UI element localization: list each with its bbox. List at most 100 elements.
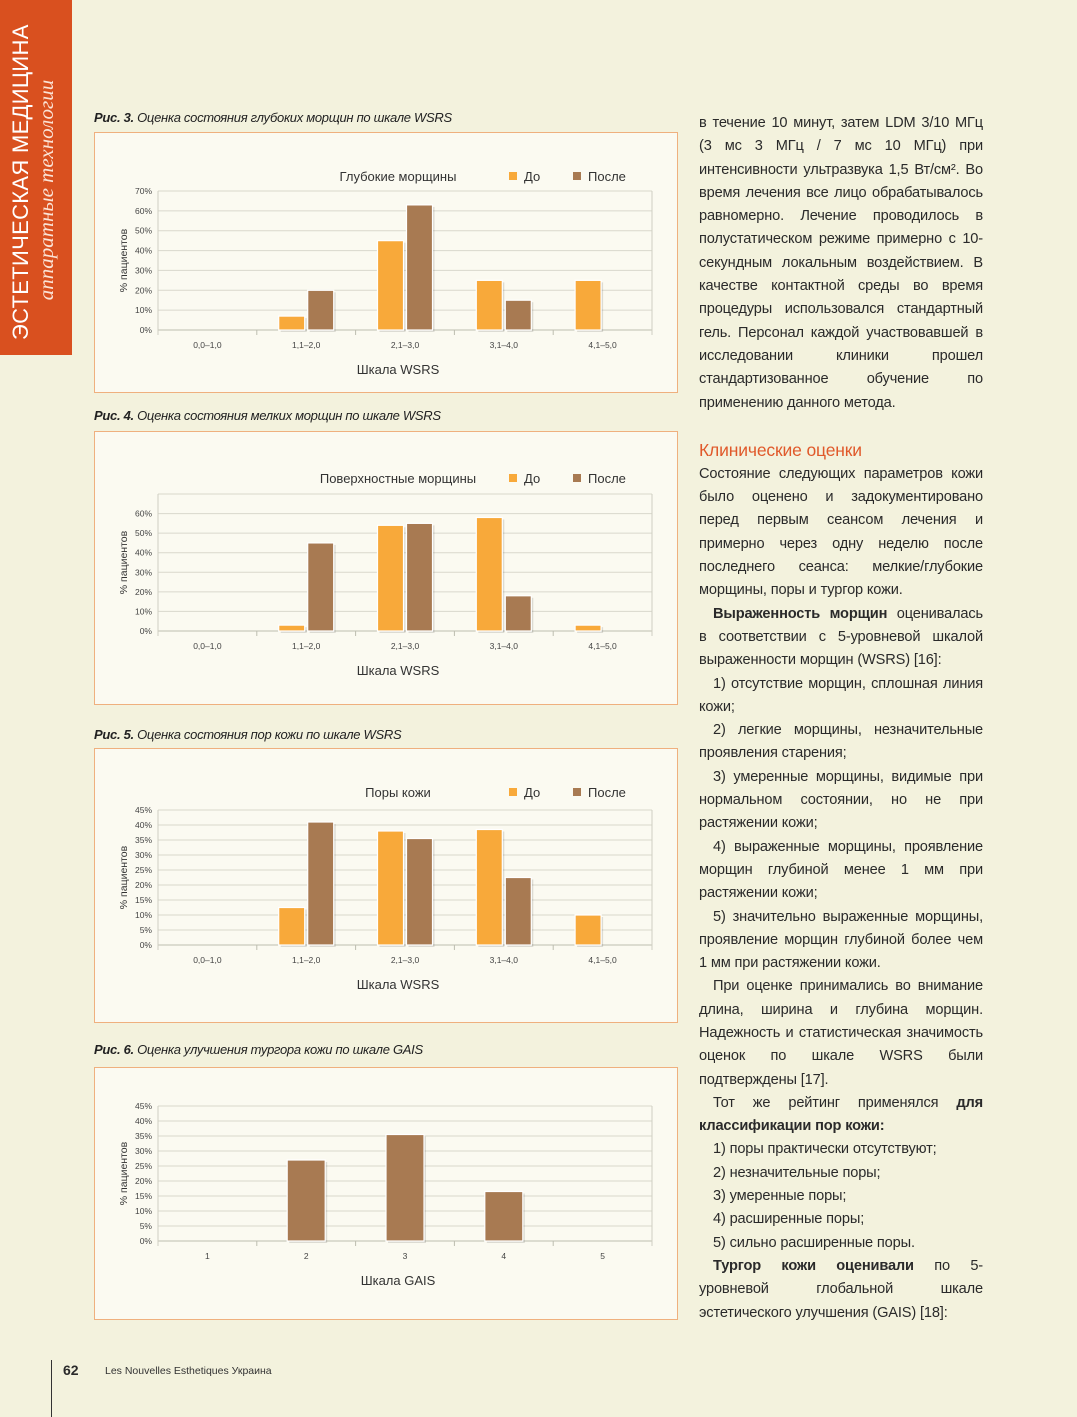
page-number: 62 [63, 1362, 79, 1378]
list-item: 2) незначительные поры; [713, 1164, 881, 1181]
list-item: 4) выраженные морщины, проявление морщин… [699, 838, 983, 902]
chart-svg: 0% 5% 10% 15% 20% 25% 30% 35% 40% 45% 0,0–1,0 1,1–2… [118, 785, 653, 992]
bar-До [475, 828, 503, 946]
x-tick-label: 1 [205, 1251, 210, 1261]
y-tick-label: 35% [135, 835, 152, 845]
legend-label: После [588, 169, 626, 184]
y-tick-label: 25% [135, 1161, 152, 1171]
y-tick-label: 35% [135, 1131, 152, 1141]
legend-swatch [573, 474, 581, 482]
bar-До [574, 279, 602, 331]
chart-svg: 0% 5% 10% 15% 20% 25% 30% 35% 40% 45% 1 2 3 4 5 Шкала G… [118, 1101, 653, 1288]
x-tick-label: 4 [501, 1251, 506, 1261]
section-heading: Клинические оценки [699, 439, 862, 460]
y-axis-title: % пациентов [118, 530, 130, 594]
y-tick-label: 30% [135, 567, 152, 577]
y-tick-label: 30% [135, 1146, 152, 1156]
chart-title: Поверхностные морщины [320, 471, 476, 486]
bar-До [278, 906, 306, 946]
legend-label: До [524, 169, 540, 184]
x-tick-label: 2,1–3,0 [391, 955, 420, 965]
legend-swatch [509, 474, 517, 482]
y-tick-label: 40% [135, 1116, 152, 1126]
y-tick-label: 15% [135, 895, 152, 905]
y-tick-label: 20% [135, 285, 152, 295]
list-item: 3) умеренные морщины, видимые при нормал… [699, 768, 983, 832]
figure-5-caption: Рис. 5. Оценка состояния пор кожи по шка… [94, 727, 402, 742]
figure-3-caption: Рис. 3. Оценка состояния глубоких морщин… [94, 110, 452, 125]
paragraph: Состояние следующих параметров кожи было… [699, 465, 983, 599]
y-tick-label: 5% [140, 925, 153, 935]
x-tick-label: 3 [403, 1251, 408, 1261]
y-tick-label: 20% [135, 587, 152, 597]
x-tick-label: 2,1–3,0 [391, 641, 420, 651]
x-tick-label: 4,1–5,0 [588, 641, 617, 651]
section-tab: ЭСТЕТИЧЕСКАЯ МЕДИЦИНА аппаратные техноло… [0, 0, 72, 355]
bar-До [475, 516, 503, 632]
y-tick-label: 0% [140, 1236, 153, 1246]
bar-value [385, 1133, 425, 1242]
bar-После [405, 204, 434, 331]
figure-4-caption: Рис. 4. Оценка состояния мелких морщин п… [94, 408, 441, 423]
bar-После [504, 299, 532, 331]
article-column: в течение 10 минут, затем LDM 3/10 МГц (… [699, 112, 983, 1325]
x-tick-label: 0,0–1,0 [193, 955, 222, 965]
y-tick-label: 70% [135, 186, 152, 196]
paragraph: в течение 10 минут, затем LDM 3/10 МГц (… [699, 115, 983, 411]
paragraph: Выраженность морщин оценивалась в соотве… [699, 605, 983, 669]
y-tick-label: 60% [135, 509, 152, 519]
y-tick-label: 5% [140, 1221, 153, 1231]
x-tick-label: 3,1–4,0 [490, 641, 519, 651]
bar-До [376, 830, 405, 946]
y-tick-label: 30% [135, 850, 152, 860]
bar-После [405, 522, 434, 632]
figure-6-caption: Рис. 6. Оценка улучшения тургора кожи по… [94, 1042, 423, 1057]
y-tick-label: 0% [140, 626, 153, 636]
bar-После [307, 821, 335, 946]
x-tick-label: 0,0–1,0 [193, 340, 222, 350]
list-item: 2) легкие морщины, незначительные проявл… [699, 722, 983, 762]
paragraph: Тургор кожи оценивали по 5-уровневой гло… [699, 1257, 983, 1321]
y-tick-label: 30% [135, 265, 152, 275]
y-tick-label: 0% [140, 940, 153, 950]
bar-До [574, 914, 602, 946]
footer-divider [51, 1360, 52, 1417]
bar-После [504, 595, 532, 632]
y-axis-title: % пациентов [118, 845, 130, 909]
journal-name: Les Nouvelles Esthetiques Украина [105, 1365, 272, 1377]
x-axis-title: Шкала WSRS [357, 362, 440, 377]
x-tick-label: 5 [600, 1251, 605, 1261]
bar-После [307, 289, 335, 331]
y-tick-label: 50% [135, 226, 152, 236]
y-tick-label: 50% [135, 528, 152, 538]
x-tick-label: 2 [304, 1251, 309, 1261]
list-item: 5) сильно расширенные поры. [713, 1234, 915, 1251]
list-item: 1) отсутствие морщин, сплошная линия кож… [699, 675, 983, 715]
x-tick-label: 3,1–4,0 [490, 955, 519, 965]
section-title: ЭСТЕТИЧЕСКАЯ МЕДИЦИНА [8, 24, 33, 340]
bar-После [307, 542, 335, 632]
y-tick-label: 25% [135, 865, 152, 875]
y-tick-label: 10% [135, 910, 152, 920]
y-tick-label: 40% [135, 246, 152, 256]
chart-svg: 0% 10% 20% 30% 40% 50% 60% 70% 0,0–1,0 1,1–2,0 2,1… [118, 169, 653, 377]
bar-До [278, 624, 306, 632]
chart-skin-turgor: 0% 5% 10% 15% 20% 25% 30% 35% 40% 45% 1 2 3 4 5 Шкала G… [94, 1067, 678, 1320]
bar-После [405, 837, 434, 946]
legend-label: До [524, 471, 540, 486]
y-tick-label: 40% [135, 548, 152, 558]
list-item: 5) значительно выраженные морщины, прояв… [699, 908, 983, 972]
y-tick-label: 60% [135, 206, 152, 216]
bar-До [376, 240, 405, 331]
x-axis-title: Шкала WSRS [357, 663, 440, 678]
x-axis-title: Шкала GAIS [361, 1273, 436, 1288]
x-tick-label: 3,1–4,0 [490, 340, 519, 350]
chart-skin-pores: 0% 5% 10% 15% 20% 25% 30% 35% 40% 45% 0,0–1,0 1,1–2… [94, 748, 678, 1023]
legend-label: После [588, 785, 626, 800]
y-tick-label: 20% [135, 1176, 152, 1186]
x-tick-label: 4,1–5,0 [588, 955, 617, 965]
legend-swatch [509, 788, 517, 796]
y-tick-label: 45% [135, 1101, 152, 1111]
x-axis-title: Шкала WSRS [357, 977, 440, 992]
section-subtitle: аппаратные технологии [34, 79, 58, 301]
